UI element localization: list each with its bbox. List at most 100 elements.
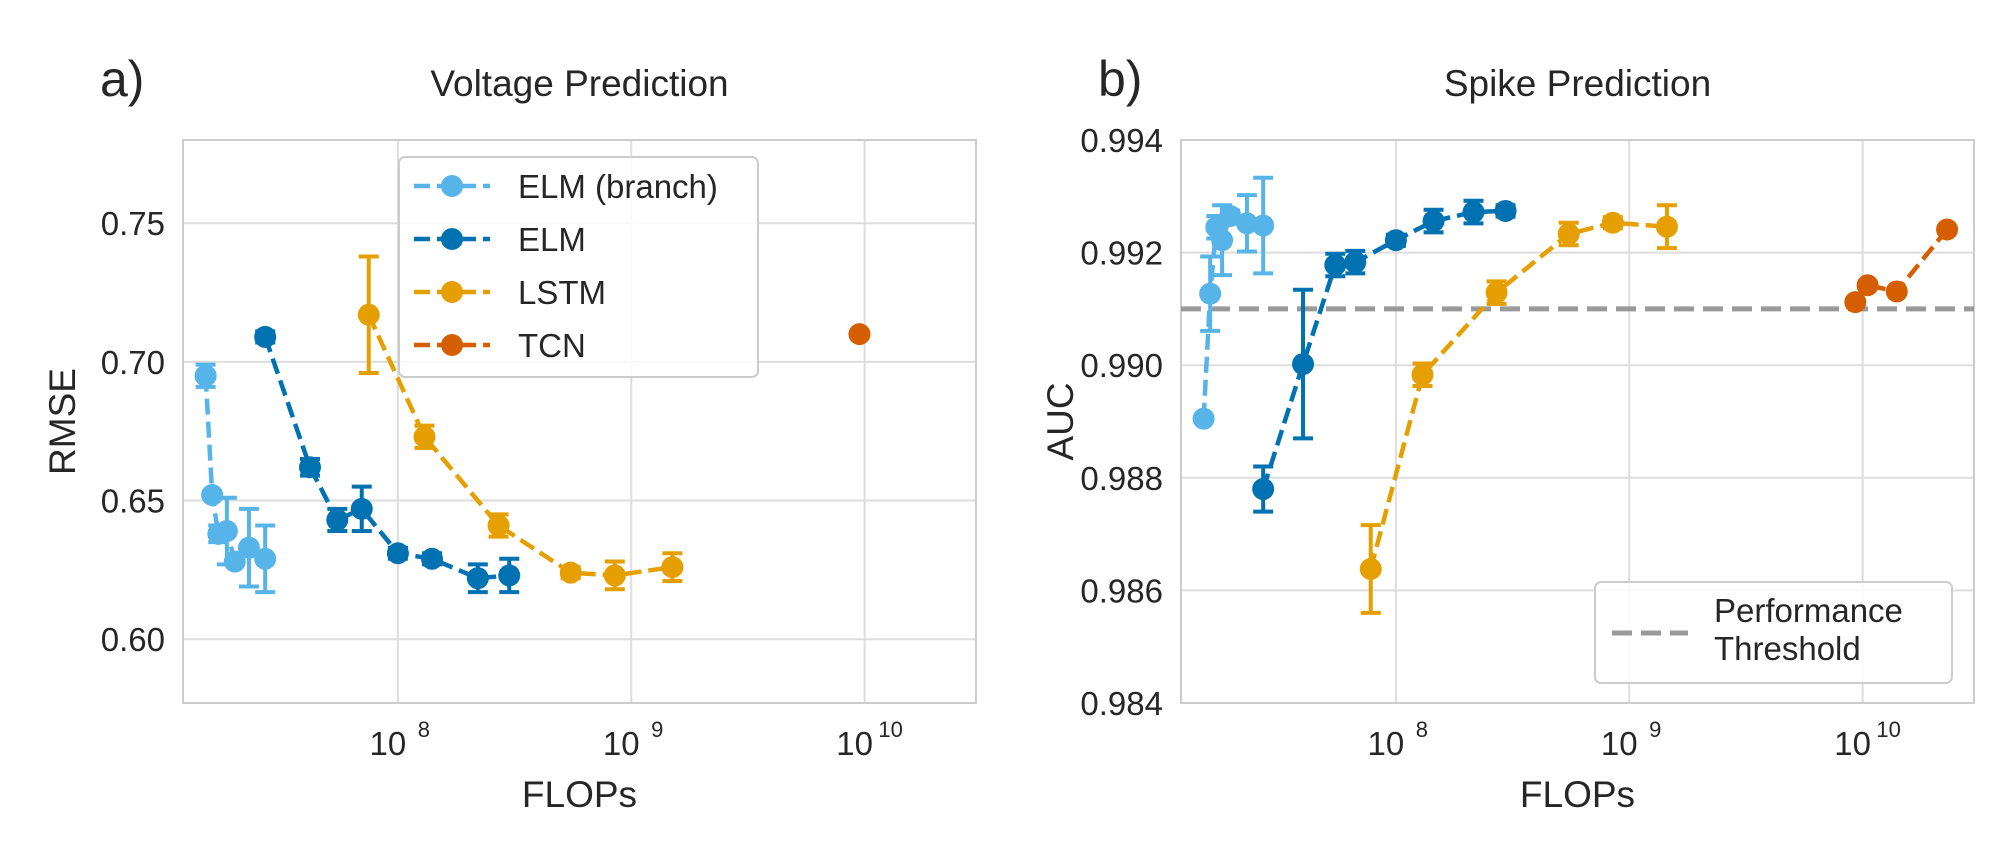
legend-marker [441, 228, 463, 250]
data-point [215, 520, 238, 543]
legend: ELM (branch) ELM LSTM TCN [398, 156, 759, 378]
data-point [1359, 558, 1382, 581]
x-tick-base: 10 [1834, 725, 1871, 762]
x-tick-exponent: 10 [1876, 717, 1900, 742]
x-tick-base: 10 [1368, 725, 1405, 762]
x-tick-label: 10 8 [370, 717, 430, 762]
data-point [466, 567, 489, 590]
x-axis-label: FLOPs [1520, 774, 1635, 815]
y-tick-label: 0.75 [101, 205, 165, 242]
data-point [1384, 229, 1407, 252]
x-tick-base: 10 [836, 725, 873, 762]
series-elm [254, 325, 521, 595]
data-point [1411, 363, 1434, 386]
y-tick-label: 0.990 [1080, 347, 1163, 384]
plot-frame [182, 139, 977, 704]
data-point [223, 550, 246, 573]
x-tick-label: 10 9 [1601, 717, 1661, 762]
panel-label: a) [100, 51, 144, 107]
plot-frame [1180, 139, 1975, 704]
data-point [421, 547, 444, 570]
legend-label: Performance [1714, 592, 1903, 629]
chart-title: Voltage Prediction [430, 63, 728, 104]
y-tick-label: 0.65 [101, 483, 165, 520]
y-tick-label: 0.60 [101, 621, 165, 658]
data-point [1494, 199, 1517, 222]
x-tick-label: 10 9 [603, 717, 663, 762]
legend-label: Threshold [1714, 630, 1861, 667]
legend-marker [441, 175, 463, 197]
data-point [1199, 282, 1222, 305]
x-tick-exponent: 8 [418, 717, 430, 742]
x-axis-label: FLOPs [522, 774, 637, 815]
data-point [848, 323, 871, 346]
data-point [603, 564, 626, 587]
series-line [1368, 220, 1668, 570]
y-tick-label: 0.994 [1080, 122, 1163, 159]
data-point [1462, 201, 1485, 224]
data-point [1422, 210, 1445, 233]
data-point [1936, 218, 1959, 241]
data-point [1485, 281, 1508, 304]
data-point [1557, 223, 1580, 246]
x-tick-exponent: 9 [651, 717, 663, 742]
legend-marker [441, 334, 463, 356]
data-point [1252, 214, 1275, 237]
data-point [357, 303, 380, 326]
data-point [559, 561, 582, 584]
series-lstm [357, 254, 684, 592]
legend-box [398, 156, 759, 378]
legend-label: ELM [518, 221, 586, 258]
data-point [487, 514, 510, 537]
legend-entry: TCN [414, 327, 586, 364]
data-point [1601, 211, 1624, 234]
data-point [194, 364, 217, 387]
series-elm-branch [1192, 175, 1275, 430]
data-point [1856, 274, 1879, 297]
x-tick-label: 10 10 [1834, 717, 1901, 762]
data-point [1211, 229, 1234, 252]
data-point [350, 497, 373, 520]
data-point [1235, 212, 1258, 235]
data-point [1324, 253, 1347, 276]
series-tcn [1844, 218, 1959, 314]
data-point [237, 536, 260, 559]
x-tick-exponent: 10 [878, 717, 902, 742]
x-tick-exponent: 8 [1416, 717, 1428, 742]
legend-label: ELM (branch) [518, 168, 718, 205]
data-point [1252, 478, 1275, 501]
y-tick-label: 0.988 [1080, 460, 1163, 497]
x-tick-label: 10 10 [836, 717, 903, 762]
x-tick-base: 10 [603, 725, 640, 762]
series-elm-branch [194, 362, 277, 595]
y-axis-label: RMSE [42, 368, 83, 475]
chart-title: Spike Prediction [1444, 63, 1711, 104]
data-point [661, 556, 684, 579]
data-point [1844, 291, 1867, 314]
y-tick-label: 0.70 [101, 344, 165, 381]
x-tick-base: 10 [370, 725, 407, 762]
legend-entry: LSTM [414, 274, 606, 311]
legend-entry: ELM (branch) [414, 168, 718, 205]
data-point [254, 547, 277, 570]
data-point [386, 542, 409, 565]
legend-entry: ELM [414, 221, 586, 258]
data-point [498, 564, 521, 587]
legend-marker [441, 281, 463, 303]
data-point [1344, 251, 1367, 274]
series-lstm [1359, 203, 1678, 615]
data-point [298, 456, 321, 479]
series-elm [1252, 198, 1517, 514]
x-tick-exponent: 9 [1649, 717, 1661, 742]
data-point [326, 508, 349, 531]
data-point [413, 425, 436, 448]
data-point [1655, 215, 1678, 238]
legend-label: TCN [518, 327, 586, 364]
legend-box [1594, 581, 1953, 684]
data-point [1219, 205, 1242, 228]
y-tick-label: 0.992 [1080, 235, 1163, 272]
data-point [1192, 407, 1215, 430]
